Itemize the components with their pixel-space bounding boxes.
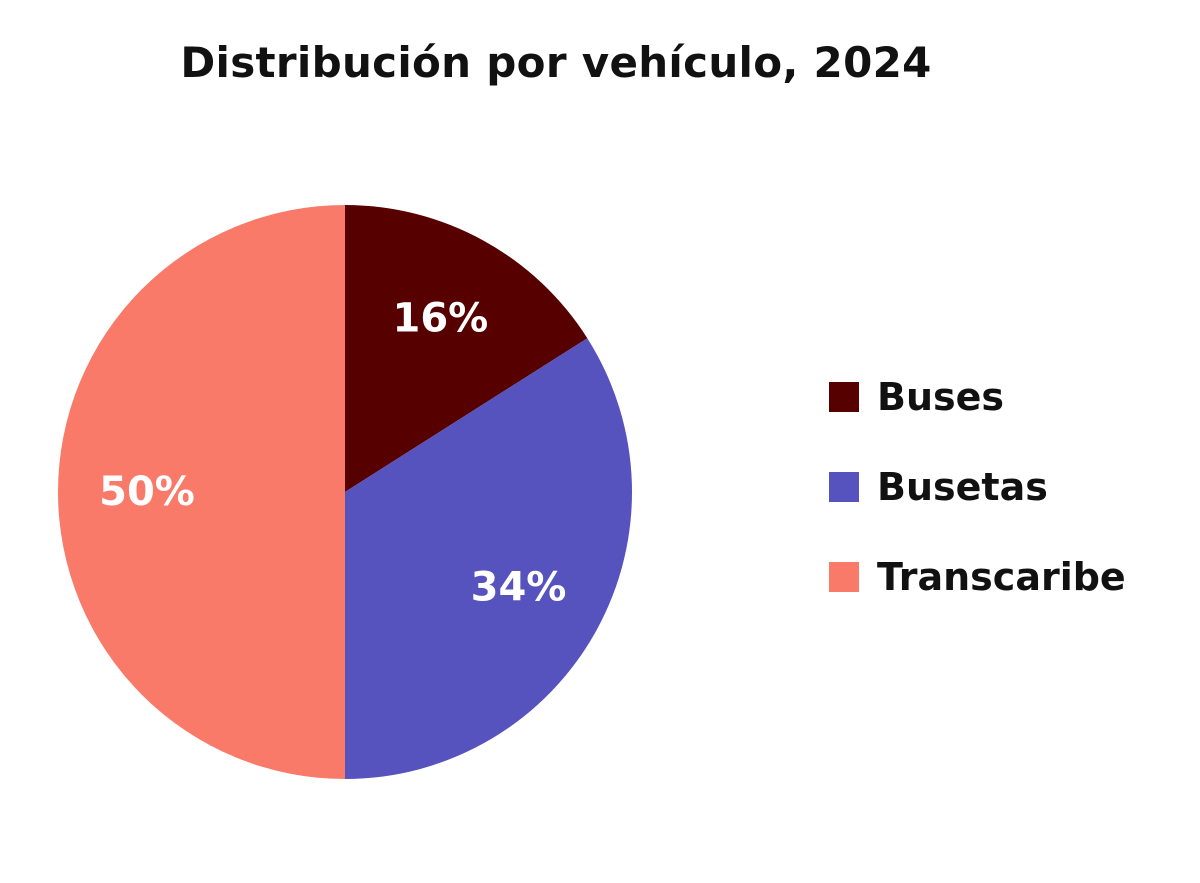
pie-slice-transcaribe: [58, 205, 345, 779]
legend-item-transcaribe: Transcaribe: [829, 532, 1126, 622]
legend-swatch-busetas: [829, 472, 859, 502]
pie-slice-busetas: [345, 338, 633, 779]
chart-title: Distribución por vehículo, 2024: [180, 38, 932, 87]
legend-label-busetas: Busetas: [877, 465, 1048, 509]
pie-slice-label-busetas: 34%: [471, 564, 567, 610]
pie-slice-label-transcaribe: 50%: [99, 469, 195, 515]
pie-slice-buses: [345, 205, 588, 492]
pie-slices: [58, 205, 633, 779]
legend-item-buses: Buses: [829, 352, 1126, 442]
legend-swatch-buses: [829, 382, 859, 412]
legend-label-transcaribe: Transcaribe: [877, 555, 1126, 599]
pie-slice-labels: 16% 34% 50%: [99, 295, 566, 610]
legend-item-busetas: Busetas: [829, 442, 1126, 532]
pie-slice-label-buses: 16%: [393, 295, 489, 341]
legend-swatch-transcaribe: [829, 562, 859, 592]
legend: Buses Busetas Transcaribe: [829, 352, 1126, 622]
legend-label-buses: Buses: [877, 375, 1005, 419]
